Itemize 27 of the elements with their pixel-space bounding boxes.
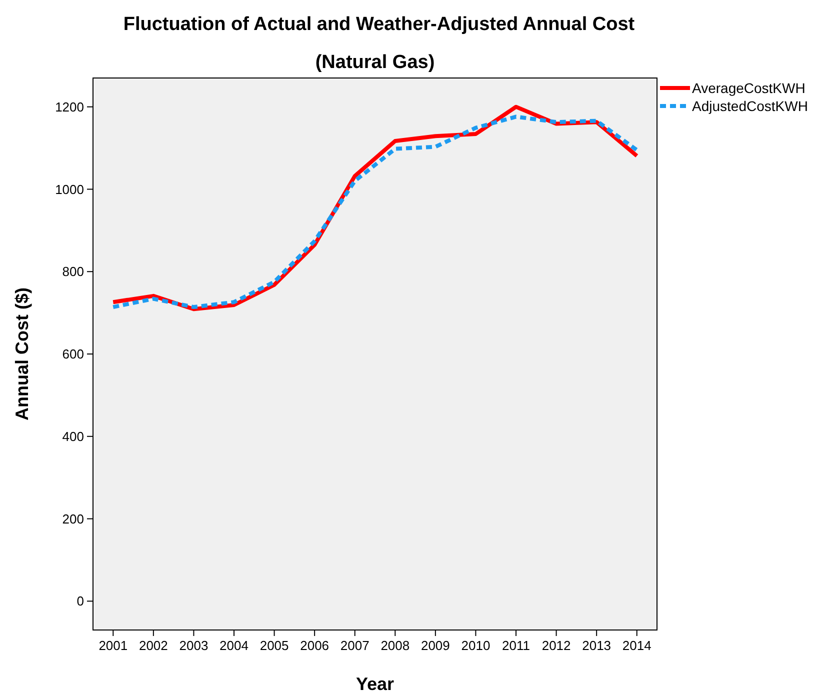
legend-label: AdjustedCostKWH	[692, 98, 808, 114]
y-axis-title: Annual Cost ($)	[12, 288, 32, 420]
chart-title: Fluctuation of Actual and Weather-Adjusted Annual Cost	[123, 14, 636, 35]
y-tick-label: 200	[62, 511, 84, 526]
legend-label: AverageCostKWH	[692, 80, 806, 96]
x-tick-label: 2012	[542, 638, 571, 653]
x-axis-title: Year	[356, 674, 394, 694]
y-tick-label: 600	[62, 346, 84, 362]
x-tick-label: 2014	[622, 638, 652, 653]
x-tick-label: 2005	[260, 638, 289, 653]
x-tick-label: 2010	[461, 638, 490, 653]
x-tick-label: 2009	[420, 638, 450, 653]
x-tick-label: 2013	[582, 638, 612, 653]
y-tick-label: 1200	[55, 99, 84, 114]
x-tick-label: 2002	[138, 638, 168, 653]
y-tick-label: 400	[62, 428, 84, 444]
x-tick-label: 2001	[98, 638, 128, 653]
x-tick-label: 2003	[179, 638, 208, 653]
chart-subtitle: (Natural Gas)	[315, 52, 435, 73]
x-tick-label: 2006	[300, 638, 330, 653]
x-tick-label: 2011	[502, 638, 530, 653]
y-tick-label: 0	[76, 594, 84, 609]
x-tick-label: 2004	[220, 638, 248, 653]
y-tick-label: 1000	[55, 182, 84, 197]
x-tick-label: 2008	[380, 638, 410, 653]
x-tick-label: 2007	[340, 638, 370, 653]
y-tick-label: 800	[62, 264, 84, 280]
